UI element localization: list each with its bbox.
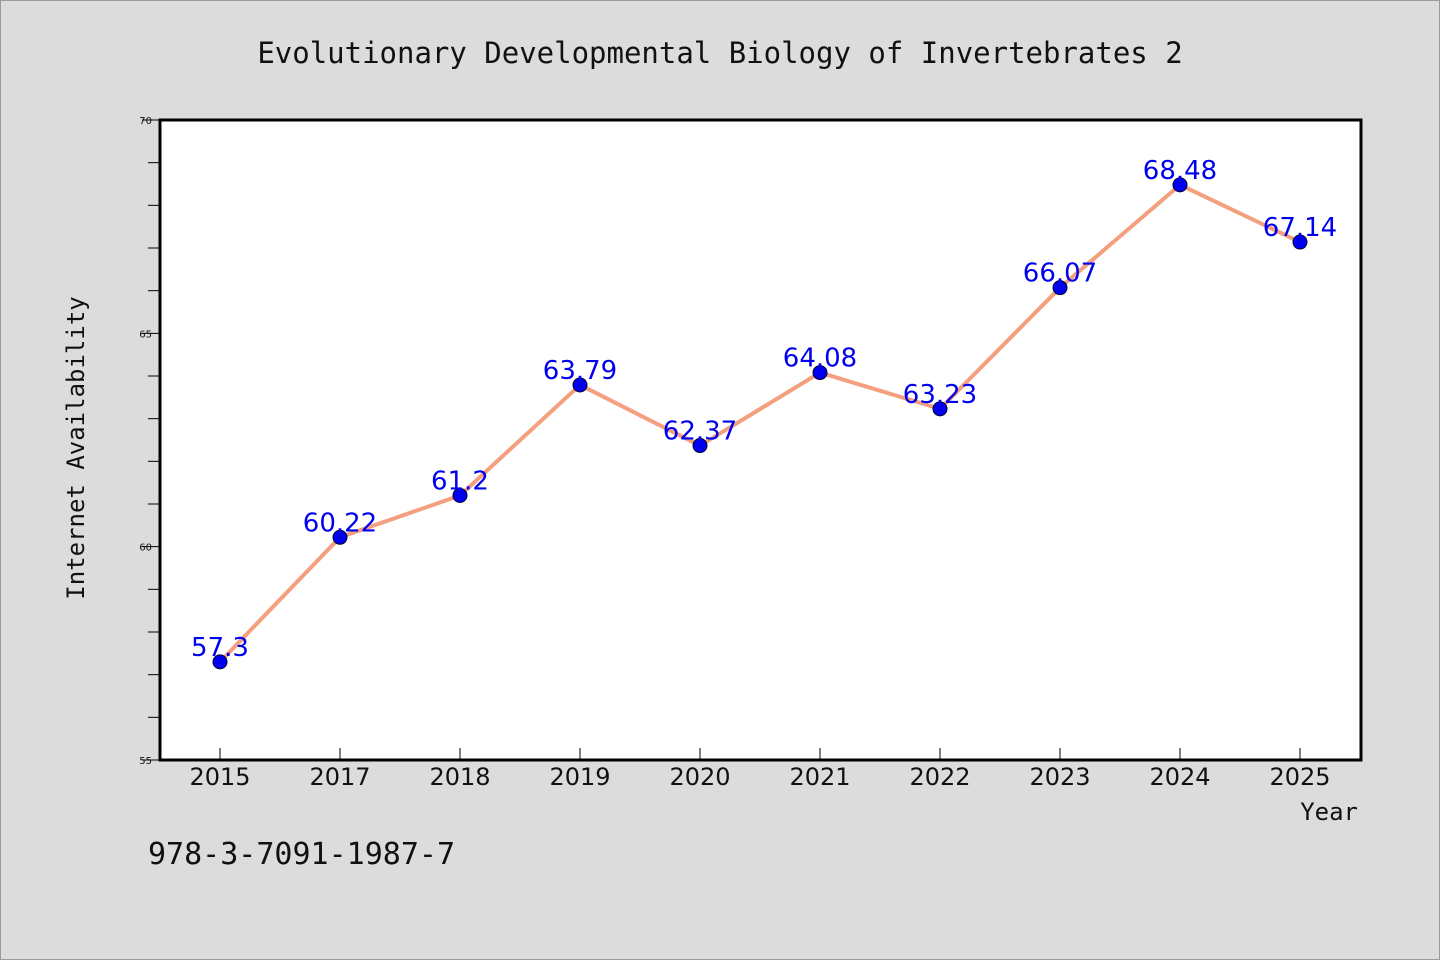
- y-tick-label: 70: [139, 116, 152, 127]
- x-axis-title: Year: [1300, 798, 1358, 826]
- x-tick-label: 2022: [909, 763, 970, 791]
- x-tick-label: 2025: [1269, 763, 1330, 791]
- y-tick-label: 55: [139, 756, 152, 767]
- x-tick-label: 2018: [429, 763, 490, 791]
- x-tick-label: 2020: [669, 763, 730, 791]
- x-axis: 2015 2017 2018 2019 2020 2021 2022 2023 2024 2025: [189, 748, 1331, 791]
- data-point: [932, 401, 948, 417]
- data-label: 57.3: [191, 633, 249, 663]
- data-point: [332, 529, 348, 545]
- data-point: [452, 487, 468, 503]
- x-tick-label: 2015: [189, 763, 250, 791]
- plot-area: [158, 118, 1363, 762]
- x-tick-label: 2017: [309, 763, 370, 791]
- data-label: 67.14: [1263, 213, 1337, 243]
- isbn-text: 978-3-7091-1987-7: [148, 837, 455, 872]
- data-label: 68.48: [1143, 156, 1217, 186]
- series-layer: 57.3 60.22 61.2 63.79 62.37 64.08 63.23 66.07 68…: [191, 156, 1337, 670]
- x-tick-label: 2019: [549, 763, 610, 791]
- data-point: [212, 654, 228, 670]
- y-tick-label: 65: [139, 329, 152, 340]
- x-tick-label: 2024: [1149, 763, 1210, 791]
- data-label: 60.22: [303, 508, 377, 538]
- data-point: [812, 365, 828, 381]
- y-tick-label: 60: [139, 543, 152, 554]
- y-axis: 55 60 65 70: [139, 116, 160, 767]
- data-point: [1292, 234, 1308, 250]
- data-point: [572, 377, 588, 393]
- data-point: [1172, 177, 1188, 193]
- data-label: 62.37: [663, 417, 737, 447]
- data-label: 61.2: [431, 466, 489, 496]
- x-tick-label: 2021: [789, 763, 850, 791]
- series-line: [218, 182, 1301, 664]
- data-point: [1052, 280, 1068, 296]
- data-label: 64.08: [783, 344, 857, 374]
- y-axis-title: Internet Availability: [62, 296, 90, 599]
- x-tick-label: 2023: [1029, 763, 1090, 791]
- data-label: 63.79: [543, 356, 617, 386]
- data-point: [692, 438, 708, 454]
- data-label: 63.23: [903, 380, 977, 410]
- data-label: 66.07: [1023, 259, 1097, 289]
- chart-title: Evolutionary Developmental Biology of In…: [257, 36, 1182, 70]
